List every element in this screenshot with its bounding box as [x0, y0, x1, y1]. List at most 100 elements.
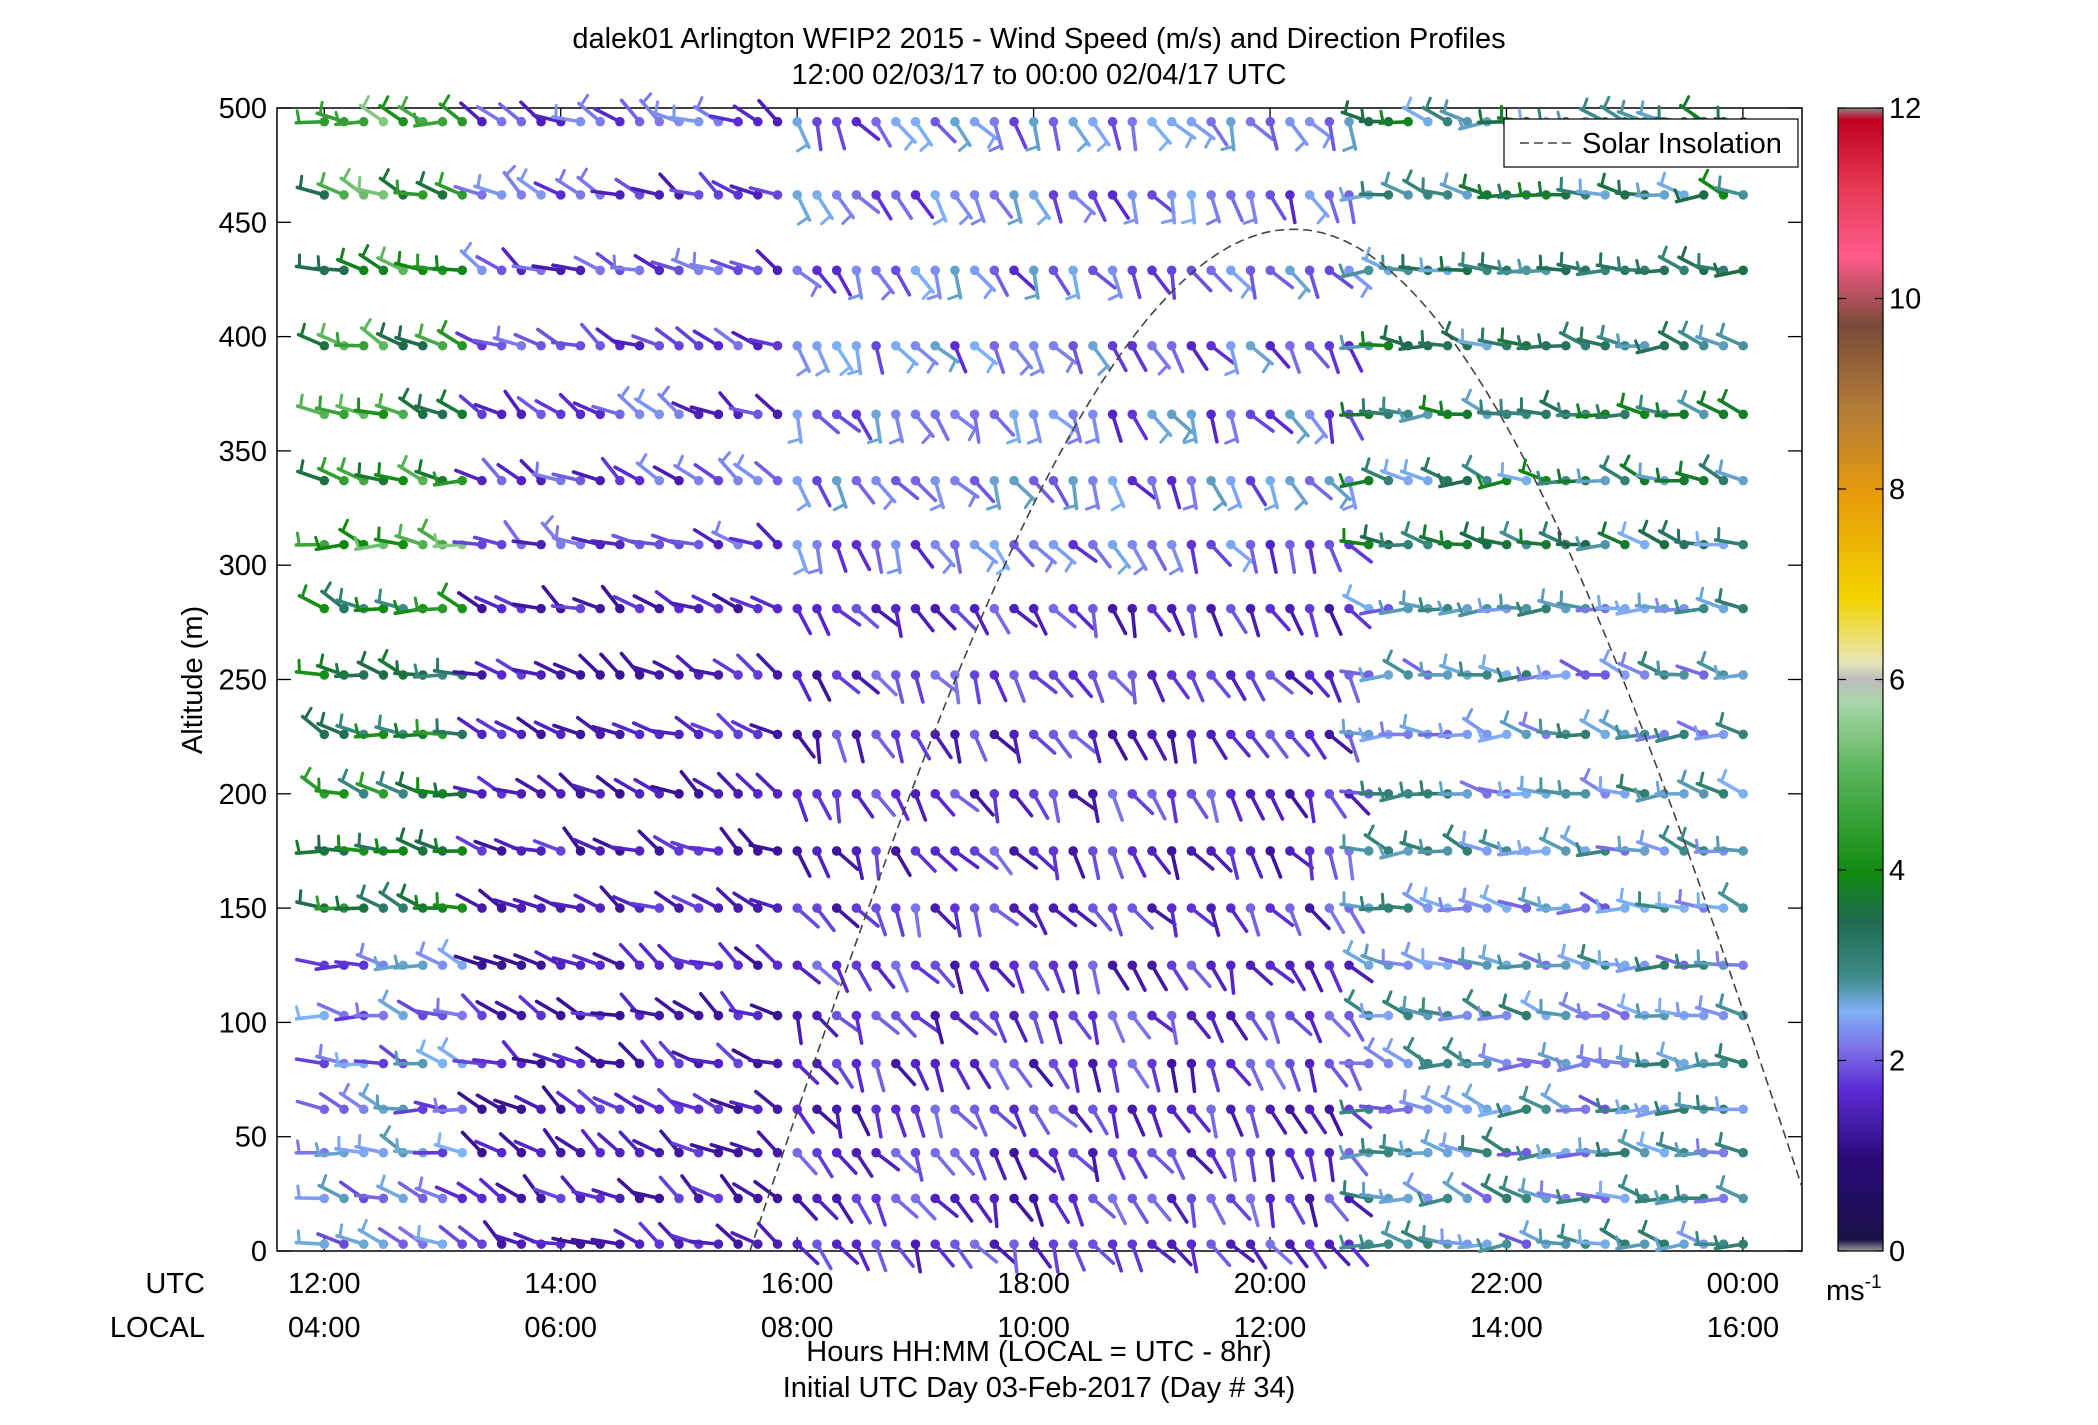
wind-barb-dot — [930, 190, 940, 200]
wind-barb-dot — [1107, 1010, 1118, 1021]
wind-barb-dot — [950, 603, 960, 614]
wind-barb — [691, 893, 724, 913]
wind-barb-dot — [1423, 1104, 1433, 1115]
wind-barb-dot — [792, 116, 803, 127]
wind-barb-dot — [1127, 190, 1138, 200]
wind-barb-dot — [1363, 265, 1374, 276]
wind-barb — [671, 401, 704, 420]
wind-barb-flag — [653, 100, 660, 116]
wind-barb — [652, 835, 684, 856]
wind-barb-dot — [1206, 1193, 1216, 1204]
wind-barb-dot — [1501, 729, 1512, 740]
wind-barb-dot — [753, 789, 763, 799]
wind-barb-dot — [1403, 1058, 1413, 1069]
wind-barb-dot — [1147, 340, 1157, 351]
wind-barb-dot — [930, 409, 940, 420]
wind-barb-dot — [536, 903, 546, 913]
wind-barb-flag — [1341, 718, 1346, 734]
wind-barb-dot — [1541, 539, 1551, 550]
wind-barb-flag — [398, 827, 406, 842]
wind-barb-flag — [298, 393, 304, 409]
wind-barb-flag — [397, 523, 403, 539]
wind-barb — [812, 729, 822, 765]
wind-barb-dot — [555, 1147, 566, 1158]
wind-barb-dot — [378, 729, 389, 740]
wind-barb — [688, 1057, 724, 1069]
wind-barb-flag — [377, 714, 382, 730]
wind-barb-dot — [1107, 846, 1118, 856]
wind-barb-dot — [831, 729, 842, 740]
wind-barb-dot — [733, 116, 743, 127]
wind-barb-dot — [1225, 539, 1236, 550]
wind-barb-dot — [634, 1058, 645, 1069]
wind-barb-dot — [871, 1147, 881, 1158]
wind-barb-dot — [1265, 190, 1276, 200]
wind-barb-flag — [1539, 1180, 1544, 1196]
wind-barb-dot — [674, 475, 684, 486]
wind-barb — [831, 116, 847, 151]
wind-barb-dot — [477, 903, 487, 913]
wind-barb-dot — [1265, 729, 1276, 740]
wind-barb-dot — [496, 539, 507, 550]
wind-barb — [728, 406, 763, 420]
wind-barb-dot — [812, 1193, 822, 1204]
wind-barb-dot — [496, 603, 507, 614]
wind-barb — [639, 92, 665, 127]
wind-barb-dot — [1206, 1104, 1216, 1115]
wind-barb — [871, 603, 901, 628]
wind-barb — [831, 190, 855, 225]
wind-barb — [715, 1223, 743, 1249]
wind-barb-dot — [555, 1193, 566, 1204]
wind-barb-flag — [436, 1132, 442, 1148]
wind-barb-dot — [1147, 846, 1157, 856]
wind-barb-flag — [787, 437, 803, 444]
wind-barb — [335, 247, 369, 276]
wind-barb-dot — [1088, 960, 1098, 971]
wind-barb-dot — [457, 475, 468, 486]
wind-barb-dot — [477, 729, 487, 740]
wind-barb-flag — [339, 457, 346, 472]
wind-barb — [728, 536, 763, 550]
wind-barb-dot — [713, 190, 724, 200]
wind-barb-flag — [1381, 254, 1385, 270]
wind-barb-flag — [414, 894, 420, 910]
wind-barb-flag — [735, 454, 745, 468]
wind-barb — [611, 722, 645, 740]
wind-barb-flag — [1579, 1043, 1584, 1059]
wind-barb-dot — [358, 903, 369, 913]
wind-barb-flag — [1559, 590, 1564, 606]
wind-barb — [533, 720, 566, 740]
wind-barb — [730, 1231, 763, 1249]
wind-barb-flag — [1480, 251, 1485, 267]
wind-barb-dot — [1521, 903, 1532, 913]
wind-barb-flag — [1519, 528, 1523, 544]
wind-barb — [593, 107, 625, 127]
wind-barb-dot — [890, 1104, 901, 1115]
wind-barb-dot — [969, 1147, 980, 1158]
wind-barb-dot — [989, 539, 1000, 550]
wind-barb-dot — [910, 1104, 921, 1115]
wind-barb-flag — [1635, 182, 1641, 198]
wind-barb-dot — [1068, 603, 1078, 614]
wind-barb-dot — [1206, 960, 1216, 971]
wind-barb — [316, 172, 349, 200]
wind-barb — [735, 772, 763, 799]
wind-barb-dot — [418, 1058, 428, 1069]
wind-barb-dot — [950, 265, 960, 276]
wind-barb-dot — [831, 1104, 842, 1115]
wind-barb-flag — [1655, 467, 1661, 483]
wind-barb-dot — [1265, 846, 1276, 856]
wind-barb-dot — [693, 903, 704, 913]
wind-barb-dot — [1442, 190, 1453, 200]
wind-barb-dot — [1048, 1104, 1059, 1115]
wind-barb-dot — [871, 903, 881, 913]
wind-barb — [638, 942, 665, 971]
wind-barb-dot — [772, 340, 783, 351]
wind-barb-dot — [339, 789, 349, 799]
wind-barb-dot — [378, 409, 389, 420]
wind-barb — [516, 396, 546, 420]
wind-barb-dot — [1107, 670, 1118, 680]
wind-barb — [457, 716, 487, 740]
wind-barb — [334, 960, 369, 971]
wind-barb-flag — [1599, 324, 1605, 340]
